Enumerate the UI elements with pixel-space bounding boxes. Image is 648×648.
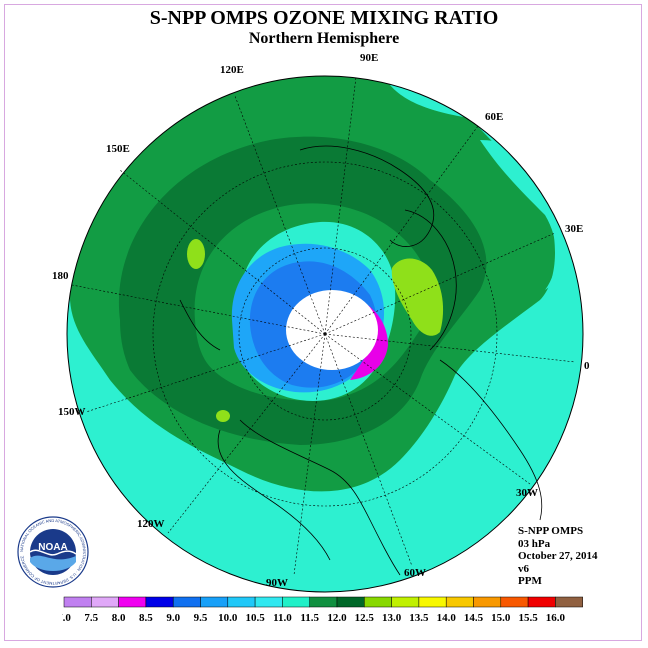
colorbar-swatch bbox=[309, 596, 338, 608]
colorbar-swatch bbox=[527, 596, 556, 608]
figure-frame bbox=[4, 4, 642, 641]
map-subtitle: Northern Hemisphere bbox=[248, 30, 400, 47]
colorbar-tick-label: 10.5 bbox=[245, 612, 265, 624]
colorbar-swatch bbox=[63, 596, 92, 608]
colorbar-tick-label: 7.5 bbox=[84, 612, 98, 624]
colorbar: 7.0 7.5 8.0 8.5 9.0 9.5 10.0 10.5 11.0 11.5 12.0 12… bbox=[62, 596, 583, 624]
map-border bbox=[66, 75, 584, 593]
colorbar-swatch bbox=[91, 596, 119, 608]
field-vortex-magenta bbox=[345, 295, 388, 380]
colorbar-swatch bbox=[445, 596, 474, 608]
lon-label-90e: 90E bbox=[360, 52, 378, 64]
field-lime-patch-east bbox=[391, 258, 444, 336]
lon-label-30e: 30E bbox=[565, 223, 583, 235]
colorbar-swatch bbox=[364, 596, 392, 608]
colorbar-swatch bbox=[145, 596, 174, 608]
graticule bbox=[71, 76, 576, 576]
lon-label-180: 180 bbox=[52, 270, 69, 282]
colorbar-tick-label: 15.0 bbox=[491, 612, 511, 624]
noaa-logo-text: NOAA bbox=[38, 542, 67, 553]
noaa-logo: NOAA NATIONAL OCEANIC AND ATMOSPHERIC AD… bbox=[17, 516, 89, 588]
info-block: S-NPP OMPS 03 hPa October 27, 2014 v6 PP… bbox=[518, 525, 598, 588]
lon-label-150w: 150W bbox=[58, 406, 86, 418]
colorbar-tick-label: 16.0 bbox=[546, 612, 566, 624]
info-date: October 27, 2014 bbox=[518, 550, 598, 562]
colorbar-tick-label: 11.5 bbox=[300, 612, 319, 624]
colorbar-swatch bbox=[336, 596, 365, 608]
colorbar-tick-label: 12.5 bbox=[355, 612, 375, 624]
colorbar-tick-label: 14.5 bbox=[464, 612, 484, 624]
colorbar-swatch bbox=[391, 596, 420, 608]
lon-label-120e: 120E bbox=[220, 64, 244, 76]
colorbar-labels: 7.0 7.5 8.0 8.5 9.0 9.5 10.0 10.5 11.0 11.5 12.0 12… bbox=[62, 612, 566, 624]
colorbar-swatch bbox=[282, 596, 310, 608]
colorbar-tick-label: 7.0 bbox=[62, 612, 71, 624]
colorbar-swatch bbox=[227, 596, 256, 608]
lon-label-0: 0 bbox=[584, 360, 590, 372]
colorbar-tick-label: 13.5 bbox=[409, 612, 429, 624]
colorbar-swatch bbox=[172, 596, 201, 608]
info-version: v6 bbox=[518, 562, 529, 575]
coastlines bbox=[179, 145, 543, 576]
lon-label-30w: 30W bbox=[516, 487, 538, 499]
colorbar-tick-label: 11.0 bbox=[273, 612, 292, 624]
colorbar-tick-label: 9.0 bbox=[166, 612, 180, 624]
info-units: PPM bbox=[518, 575, 542, 587]
colorbar-tick-label: 13.0 bbox=[382, 612, 402, 624]
colorbar-tick-label: 14.0 bbox=[437, 612, 457, 624]
colorbar-tick-label: 12.0 bbox=[327, 612, 347, 624]
field-lime-patch-alaska bbox=[216, 410, 230, 422]
colorbar-swatch bbox=[555, 596, 583, 608]
colorbar-tick-label: 15.5 bbox=[518, 612, 538, 624]
colorbar-swatches bbox=[63, 596, 583, 608]
field-lime-patch-pacific bbox=[187, 239, 205, 269]
info-pressure: 03 hPa bbox=[518, 537, 551, 550]
map-title: S-NPP OMPS OZONE MIXING RATIO bbox=[149, 7, 499, 29]
colorbar-tick-label: 10.0 bbox=[218, 612, 238, 624]
info-instrument: S-NPP OMPS bbox=[518, 525, 584, 537]
colorbar-swatch bbox=[254, 596, 283, 608]
lon-label-120w: 120W bbox=[137, 518, 165, 530]
colorbar-swatch bbox=[200, 596, 229, 608]
lon-label-60e: 60E bbox=[485, 111, 503, 123]
colorbar-swatch bbox=[418, 596, 447, 608]
colorbar-tick-label: 9.5 bbox=[194, 612, 208, 624]
colorbar-swatch bbox=[473, 596, 502, 608]
colorbar-swatch bbox=[118, 596, 147, 608]
lon-label-60w: 60W bbox=[404, 567, 426, 579]
colorbar-tick-label: 8.5 bbox=[139, 612, 153, 624]
colorbar-swatch bbox=[500, 596, 529, 608]
longitude-labels: 90E 60E 30E 0 30W 60W 90W 120W 150W 180 … bbox=[52, 52, 590, 589]
colorbar-tick-label: 8.0 bbox=[112, 612, 126, 624]
field-no-data bbox=[286, 290, 378, 370]
lon-label-90w: 90W bbox=[266, 577, 288, 589]
lon-label-150e: 150E bbox=[106, 143, 130, 155]
